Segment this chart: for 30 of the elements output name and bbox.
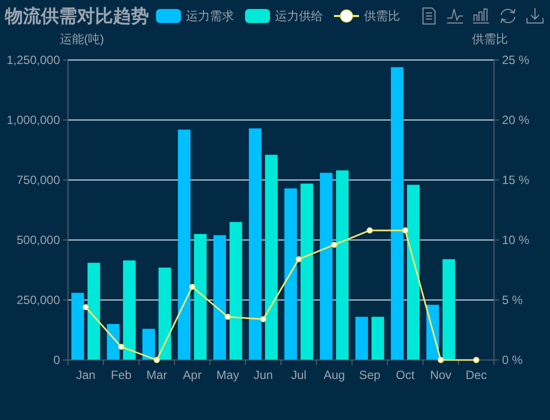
xtick: Jul <box>291 368 306 382</box>
y2tick: 5 % <box>502 293 523 307</box>
xtick: May <box>216 368 240 382</box>
ytick: 250,000 <box>16 293 60 307</box>
ytick: 1,000,000 <box>6 113 60 127</box>
y2tick: 20 % <box>502 113 530 127</box>
ytick: 500,000 <box>16 233 60 247</box>
xtick: Oct <box>396 368 415 382</box>
legend-label: 供需比 <box>364 9 400 23</box>
ylabel: 运能(吨) <box>60 32 104 46</box>
y2tick: 25 % <box>502 53 530 67</box>
xtick: Jun <box>254 368 273 382</box>
xtick: Mar <box>146 368 168 382</box>
xtick: Apr <box>182 368 202 382</box>
y2tick: 15 % <box>502 173 530 187</box>
xtick: Nov <box>430 368 452 382</box>
y2tick: 0 % <box>502 353 523 367</box>
xtick: Aug <box>324 368 345 382</box>
y2label: 供需比 <box>472 32 508 46</box>
xtick: Jan <box>76 368 96 382</box>
ytick: 750,000 <box>16 173 60 187</box>
xtick: Sep <box>359 368 380 382</box>
legend-label: 运力供给 <box>275 9 323 23</box>
title: 物流供需对比趋势 <box>5 6 149 26</box>
xtick: Feb <box>110 368 132 382</box>
ytick: 1,250,000 <box>6 53 60 67</box>
ytick: 0 <box>53 353 60 367</box>
legend-label: 运力需求 <box>186 9 234 23</box>
y2tick: 10 % <box>502 233 530 247</box>
xtick: Dec <box>466 368 487 382</box>
